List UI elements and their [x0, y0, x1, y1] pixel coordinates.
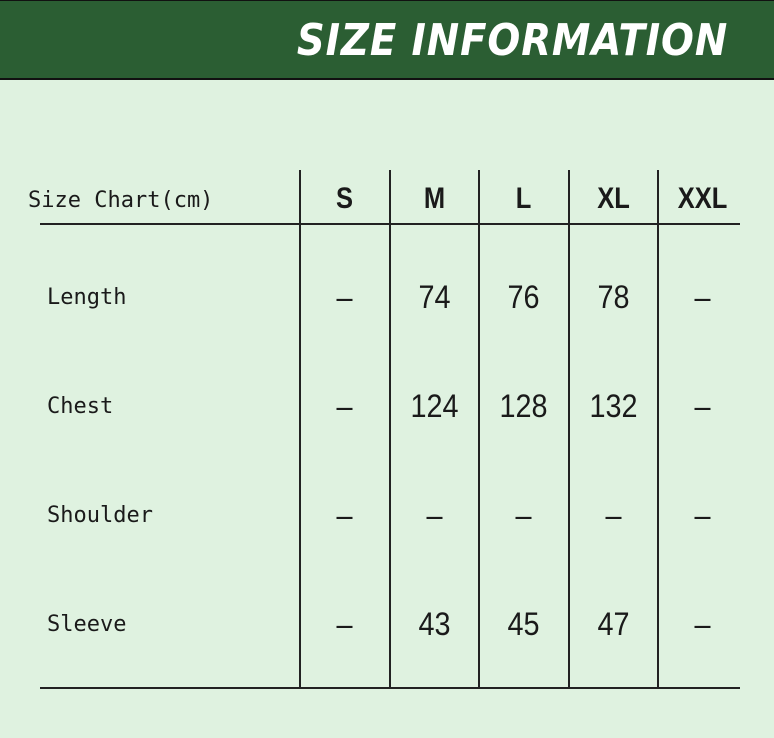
table-cell: 76: [507, 279, 540, 315]
table-cell: –: [336, 279, 353, 315]
size-header: L: [515, 182, 532, 215]
column-divider: [478, 170, 480, 688]
size-header: S: [335, 182, 353, 215]
table-cell: –: [694, 388, 711, 424]
column-divider: [389, 170, 391, 688]
row-label: Length: [47, 285, 127, 310]
table-cell: –: [694, 279, 711, 315]
table-cell: 128: [499, 388, 548, 424]
table-cell: –: [694, 606, 711, 642]
table-bottom-divider: [40, 687, 740, 689]
row-label: Sleeve: [47, 612, 127, 637]
table-cell: 132: [589, 388, 638, 424]
table-cell: –: [426, 497, 443, 533]
table-cell: 74: [418, 279, 451, 315]
row-label: Chest: [47, 394, 114, 419]
size-header: XL: [597, 182, 630, 215]
column-divider: [568, 170, 570, 688]
table-cell: 43: [418, 606, 451, 642]
column-divider: [657, 170, 659, 688]
size-header: XXL: [677, 182, 728, 215]
table-cell: 47: [597, 606, 630, 642]
table-cell: –: [515, 497, 532, 533]
page-title: SIZE INFORMATION: [296, 15, 728, 66]
size-header: M: [423, 182, 446, 215]
table-cell: –: [336, 497, 353, 533]
column-divider: [299, 170, 301, 688]
table-cell: –: [605, 497, 622, 533]
header-banner: SIZE INFORMATION: [0, 0, 774, 80]
row-label: Shoulder: [47, 503, 153, 528]
corner-label: Size Chart(cm): [28, 188, 214, 213]
table-cell: 78: [597, 279, 630, 315]
table-cell: –: [336, 388, 353, 424]
table-cell: –: [336, 606, 353, 642]
table-cell: –: [694, 497, 711, 533]
table-cell: 45: [507, 606, 540, 642]
table-cell: 124: [410, 388, 459, 424]
